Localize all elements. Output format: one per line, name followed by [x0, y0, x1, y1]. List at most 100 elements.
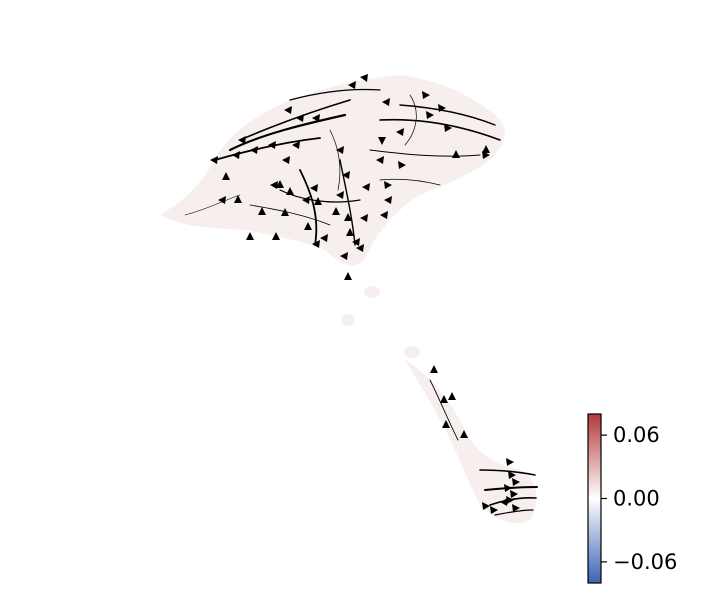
streamline [339, 159, 356, 246]
streamline [289, 88, 381, 101]
arrowhead [312, 240, 320, 248]
arrowhead [234, 195, 242, 203]
arrowhead [270, 181, 278, 189]
colorbar-gradient [587, 413, 602, 584]
streamline [214, 137, 321, 161]
colorbar-tick-label: 0.06 [613, 423, 660, 447]
arrowhead [232, 151, 240, 159]
arrowhead [482, 145, 490, 153]
arrowhead [380, 211, 388, 219]
colorbar: 0.06 0.00 −0.06 [587, 413, 677, 584]
arrowhead [500, 498, 508, 506]
streamline [369, 149, 481, 157]
velocity-streamlines [184, 88, 538, 516]
arrowhead [336, 191, 344, 199]
arrowhead [438, 104, 446, 112]
arrowhead [272, 232, 280, 240]
arrowhead [426, 111, 434, 119]
arrowhead [452, 150, 460, 158]
arrowhead [340, 252, 348, 260]
arrowhead [490, 506, 498, 514]
arrowhead [344, 272, 352, 280]
arrowhead [510, 490, 518, 498]
streamline [484, 486, 538, 491]
arrowhead [508, 471, 516, 479]
arrowhead [346, 228, 354, 236]
cell-blob [404, 346, 420, 358]
streamline [299, 169, 318, 246]
arrowhead [378, 137, 386, 145]
streamline [184, 194, 241, 216]
arrowhead [250, 146, 258, 154]
arrowhead [356, 244, 364, 252]
arrowhead [360, 214, 368, 222]
arrowhead [348, 81, 356, 89]
arrowhead [512, 478, 520, 486]
arrowhead [238, 136, 246, 144]
arrowhead [282, 156, 290, 164]
arrowhead [222, 172, 230, 180]
arrowhead [506, 458, 514, 466]
colorbar-tick-label: 0.00 [613, 487, 660, 511]
arrowhead [382, 98, 390, 106]
arrowhead [314, 197, 322, 205]
colorbar-tick-label: −0.06 [613, 550, 677, 574]
arrowhead [304, 222, 312, 230]
arrowhead [360, 74, 368, 82]
streamline [479, 469, 536, 476]
arrowhead [292, 141, 300, 149]
arrowhead [422, 91, 430, 99]
streamline [494, 509, 534, 516]
arrowhead [448, 392, 456, 400]
arrowhead [444, 124, 452, 132]
streamline [404, 94, 417, 146]
arrowhead [302, 196, 310, 204]
arrowhead [210, 156, 218, 164]
arrowhead [246, 232, 254, 240]
arrowhead [336, 146, 344, 154]
cell-blob [364, 286, 380, 298]
arrowhead [504, 484, 512, 492]
streamline [399, 104, 496, 126]
arrowhead [384, 181, 392, 189]
streamline [249, 204, 331, 226]
colorbar-ticks: 0.06 0.00 −0.06 [601, 423, 677, 574]
arrowhead [281, 208, 289, 216]
arrowhead [312, 114, 320, 122]
velocity-arrowheads [210, 74, 520, 514]
arrowhead [512, 504, 520, 512]
streamline [329, 129, 341, 191]
arrowhead [276, 180, 284, 188]
arrowhead [384, 196, 392, 204]
lower-cell-branch [405, 360, 537, 524]
cell-blob [341, 314, 355, 326]
streamline [239, 99, 351, 141]
arrowhead [352, 238, 360, 246]
arrowhead [398, 161, 406, 169]
arrowhead [310, 184, 318, 192]
arrowhead [442, 420, 450, 428]
arrowhead [332, 207, 340, 215]
streamline [379, 118, 501, 141]
streamline [379, 178, 441, 186]
arrowhead [258, 207, 266, 215]
arrowhead [286, 187, 294, 195]
streamline [429, 379, 459, 441]
arrowhead [440, 395, 448, 403]
arrowhead [342, 171, 350, 179]
arrowhead [268, 141, 276, 149]
arrowhead [430, 365, 438, 373]
arrowhead [344, 213, 352, 221]
streamline [489, 497, 537, 506]
arrowhead [396, 128, 404, 136]
arrowhead [296, 114, 304, 122]
arrowhead [284, 106, 292, 114]
arrowhead [320, 234, 328, 242]
arrowhead [376, 156, 384, 164]
arrowhead [482, 151, 490, 159]
cell-embedding [160, 75, 537, 524]
arrowhead [362, 183, 370, 191]
arrowhead [218, 196, 226, 204]
